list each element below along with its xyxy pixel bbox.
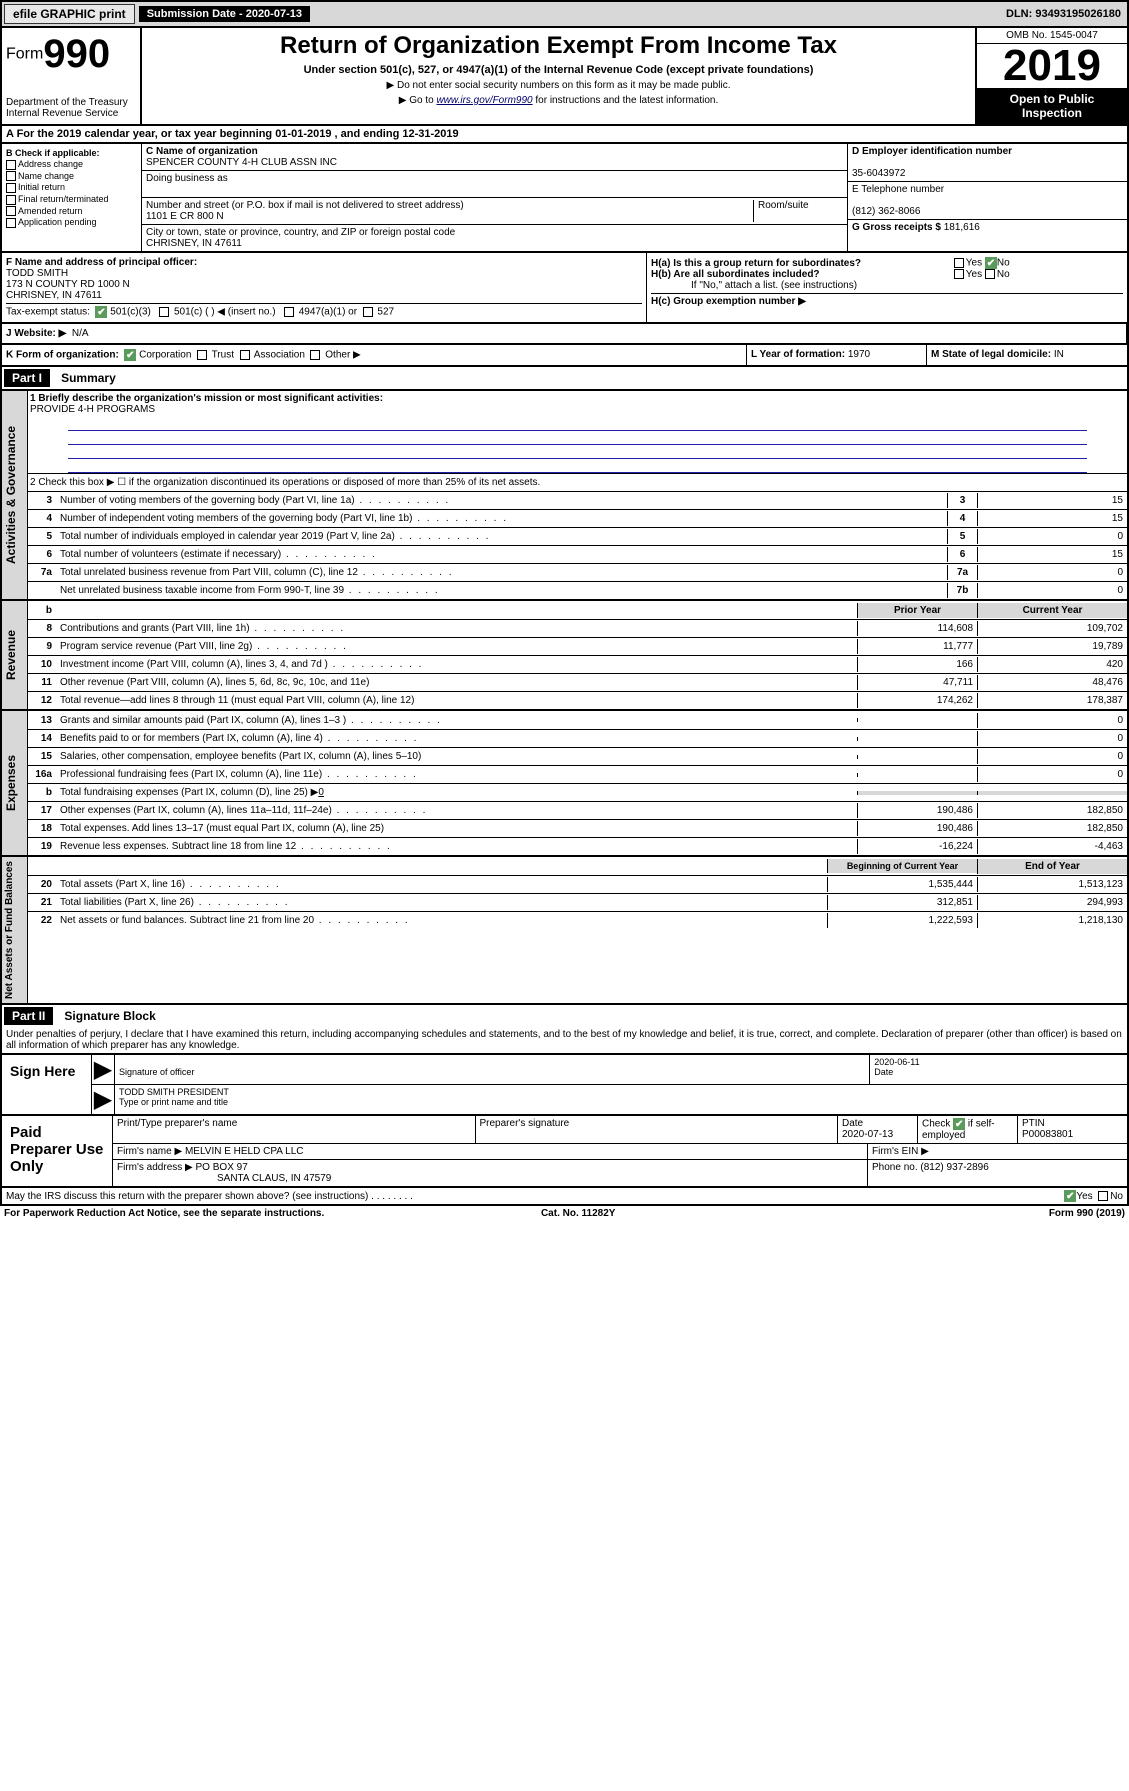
gross-receipts-row: G Gross receipts $ 181,616 [848,220,1127,235]
val-6: 15 [977,547,1127,562]
val-5: 0 [977,529,1127,544]
sign-date: 2020-06-11 [874,1057,919,1067]
val-4: 15 [977,511,1127,526]
phone-row: E Telephone number (812) 362-8066 [848,182,1127,220]
cb-application-pending[interactable]: Application pending [6,217,137,228]
discuss-row: May the IRS discuss this return with the… [0,1188,1129,1206]
check-icon: ✔ [953,1118,965,1130]
officer-group-row: F Name and address of principal officer:… [0,253,1129,324]
gross-receipts: 181,616 [944,222,980,233]
mission-line [68,459,1087,473]
side-label-revenue: Revenue [2,601,28,709]
signature-block: Sign Here ▶ Signature of officer 2020-06… [0,1055,1129,1116]
ein-row: D Employer identification number 35-6043… [848,144,1127,182]
side-label-governance: Activities & Governance [2,391,28,599]
h-c-row: H(c) Group exemption number ▶ [651,293,1123,307]
paid-preparer-label: Paid Preparer Use Only [2,1116,112,1186]
expenses-section: Expenses 13Grants and similar amounts pa… [0,711,1129,857]
klm-row: K Form of organization: ✔ Corporation Tr… [0,345,1129,367]
state-domicile: IN [1054,349,1064,360]
tax-period-row: A For the 2019 calendar year, or tax yea… [0,126,1129,144]
mission-line [68,431,1087,445]
perjury-statement: Under penalties of perjury, I declare th… [2,1027,1127,1053]
cb-final-return[interactable]: Final return/terminated [6,194,137,205]
h-b-note: If "No," attach a list. (see instruction… [651,280,1123,291]
tax-year: 2019 [977,44,1127,88]
val-3: 15 [977,493,1127,508]
info-grid: B Check if applicable: Address change Na… [0,144,1129,253]
col-b-checkboxes: B Check if applicable: Address change Na… [2,144,142,251]
city-row: City or town, state or province, country… [142,225,847,251]
val-7a: 0 [977,565,1127,580]
dept-label: Department of the Treasury Internal Reve… [6,97,136,119]
officer-block: F Name and address of principal officer:… [6,257,642,301]
city-state-zip: CHRISNEY, IN 47611 [146,238,242,249]
form-number: Form990 [6,32,136,77]
open-inspection-badge: Open to Public Inspection [977,88,1127,124]
h-b-row: H(b) Are all subordinates included? Yes … [651,269,1123,280]
form-subtitle: Under section 501(c), 527, or 4947(a)(1)… [146,64,971,76]
h-a-row: H(a) Is this a group return for subordin… [651,257,1123,269]
form-header: Form990 Department of the Treasury Inter… [0,28,1129,126]
net-assets-section: Net Assets or Fund Balances Beginning of… [0,857,1129,1005]
note-link: ▶ Go to www.irs.gov/Form990 for instruct… [146,95,971,106]
submission-date-badge: Submission Date - 2020-07-13 [139,6,310,22]
org-name-row: C Name of organization SPENCER COUNTY 4-… [142,144,847,171]
firm-addr2: SANTA CLAUS, IN 47579 [117,1173,331,1184]
mission-text: PROVIDE 4-H PROGRAMS [30,404,155,415]
top-bar: efile GRAPHIC print Submission Date - 20… [0,0,1129,28]
part2-header: Part II Signature Block Under penalties … [0,1005,1129,1055]
form-title: Return of Organization Exempt From Incom… [146,32,971,60]
year-formation: 1970 [848,349,870,360]
preparer-date: 2020-07-13 [842,1129,893,1140]
org-name: SPENCER COUNTY 4-H CLUB ASSN INC [146,157,337,168]
side-label-expenses: Expenses [2,711,28,855]
check-icon: ✔ [985,257,997,269]
irs-link[interactable]: www.irs.gov/Form990 [436,95,532,106]
mission-line [68,417,1087,431]
val-7b: 0 [977,583,1127,598]
check-icon: ✔ [1064,1190,1076,1202]
note-ssn: ▶ Do not enter social security numbers o… [146,80,971,91]
arrow-icon: ▶ [92,1085,114,1114]
footer: For Paperwork Reduction Act Notice, see … [0,1206,1129,1221]
cb-address-change[interactable]: Address change [6,159,137,170]
firm-phone: (812) 937-2896 [920,1162,988,1173]
website-value: N/A [72,328,89,339]
side-label-net-assets: Net Assets or Fund Balances [2,857,28,1003]
revenue-section: Revenue bPrior YearCurrent Year 8Contrib… [0,601,1129,711]
phone-value: (812) 362-8066 [852,206,920,217]
tax-exempt-row: Tax-exempt status: ✔ 501(c)(3) 501(c) ( … [6,303,642,318]
sign-here-label: Sign Here [2,1055,92,1114]
ein-value: 35-6043972 [852,168,905,179]
cb-name-change[interactable]: Name change [6,171,137,182]
efile-button[interactable]: efile GRAPHIC print [4,4,135,24]
firm-name: MELVIN E HELD CPA LLC [185,1146,304,1157]
arrow-icon: ▶ [92,1055,114,1084]
street-address: 1101 E CR 800 N [146,211,224,222]
cb-amended-return[interactable]: Amended return [6,206,137,217]
part1-header: Part I Summary [0,367,1129,391]
cb-initial-return[interactable]: Initial return [6,182,137,193]
firm-addr1: PO BOX 97 [196,1162,248,1173]
dln-text: DLN: 93493195026180 [1006,8,1125,20]
check-icon: ✔ [124,349,136,361]
activities-governance-section: Activities & Governance 1 Briefly descri… [0,391,1129,601]
paid-preparer-block: Paid Preparer Use Only Print/Type prepar… [0,1116,1129,1188]
officer-name-title: TODD SMITH PRESIDENT [119,1087,229,1097]
website-row: J Website: ▶ N/A [0,324,1129,345]
addr-row: Number and street (or P.O. box if mail i… [142,198,847,225]
ptin-value: P00083801 [1022,1129,1073,1140]
dba-row: Doing business as [142,171,847,198]
mission-line [68,445,1087,459]
check-icon: ✔ [95,306,107,318]
